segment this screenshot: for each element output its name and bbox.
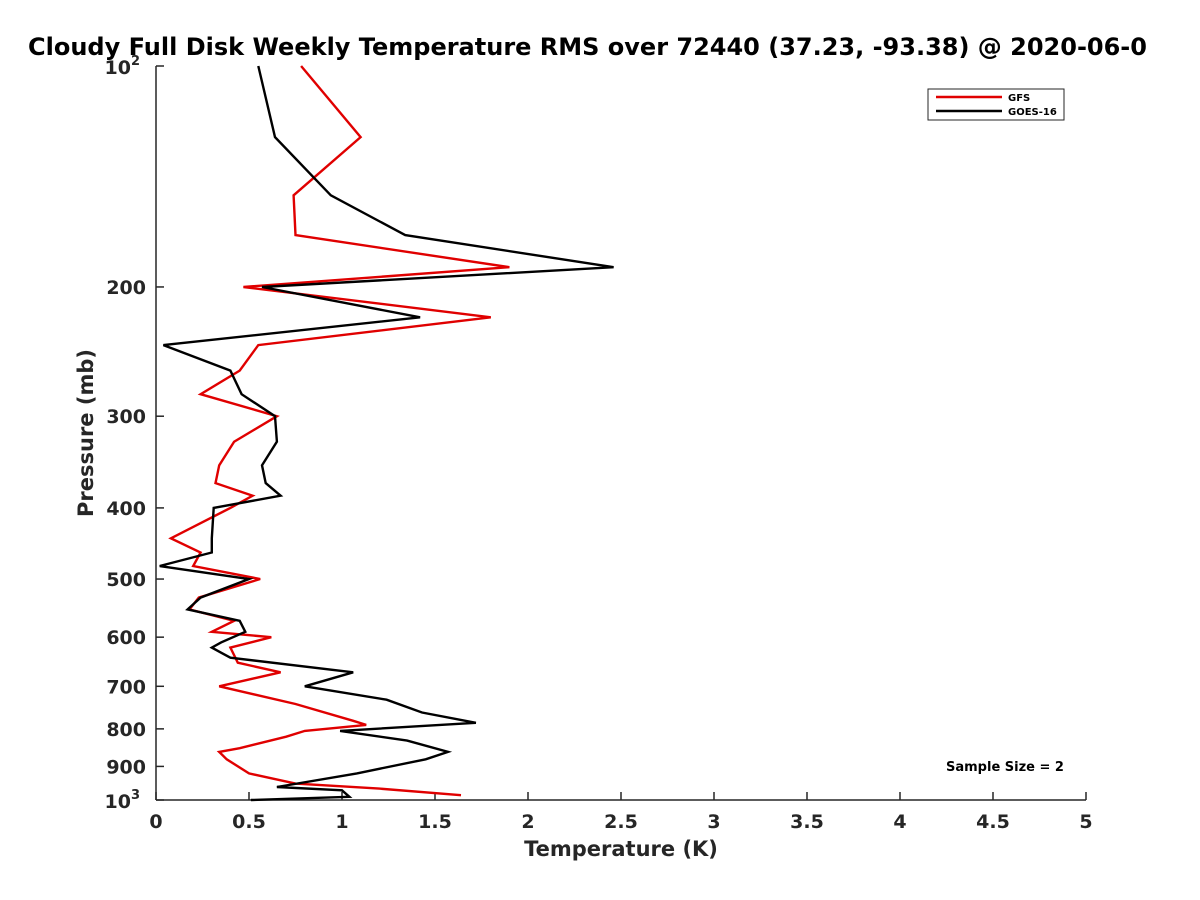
y-tick-label: 800 (106, 719, 146, 741)
x-tick-label: 5 (1079, 811, 1092, 833)
y-tick-label-base: 10 (105, 57, 131, 79)
x-tick-label: 2 (521, 811, 534, 833)
y-tick-label-exponent: 3 (131, 788, 140, 803)
y-tick-label: 200 (106, 277, 146, 299)
legend-box (927, 88, 1065, 121)
y-tick-label: 300 (106, 406, 146, 428)
x-tick-label: 0.5 (232, 811, 266, 833)
x-tick-label: 4.5 (976, 811, 1010, 833)
y-tick-label: 500 (106, 569, 146, 591)
series-line-goes-16 (159, 65, 614, 802)
x-tick-label: 3 (707, 811, 720, 833)
y-axis-label: Pressure (mb) (74, 349, 98, 517)
x-tick-label: 1.5 (418, 811, 452, 833)
legend: GFS GOES-16 (927, 88, 1065, 121)
y-tick-label: 103 (105, 788, 141, 813)
x-axis-label: Temperature (K) (524, 837, 718, 861)
x-tick-label: 4 (893, 811, 906, 833)
x-tick-label: 2.5 (604, 811, 638, 833)
y-tick-label: 600 (106, 627, 146, 649)
x-tick-label: 3.5 (790, 811, 824, 833)
legend-label: GOES-16 (1008, 107, 1057, 118)
y-tick-label: 700 (106, 676, 146, 698)
y-tick-label-exponent: 2 (131, 54, 140, 69)
y-tick-label: 900 (106, 756, 146, 778)
x-tick-label: 1 (335, 811, 348, 833)
legend-label: GFS (1008, 93, 1030, 104)
sample-size-annotation: Sample Size = 2 (946, 760, 1064, 775)
series-line-gfs (168, 65, 510, 797)
chart-title: Cloudy Full Disk Weekly Temperature RMS … (28, 33, 1147, 61)
y-tick-label: 102 (105, 54, 141, 79)
x-tick-label: 0 (149, 811, 162, 833)
y-tick-label: 400 (106, 498, 146, 520)
y-tick-label-base: 10 (105, 791, 131, 813)
